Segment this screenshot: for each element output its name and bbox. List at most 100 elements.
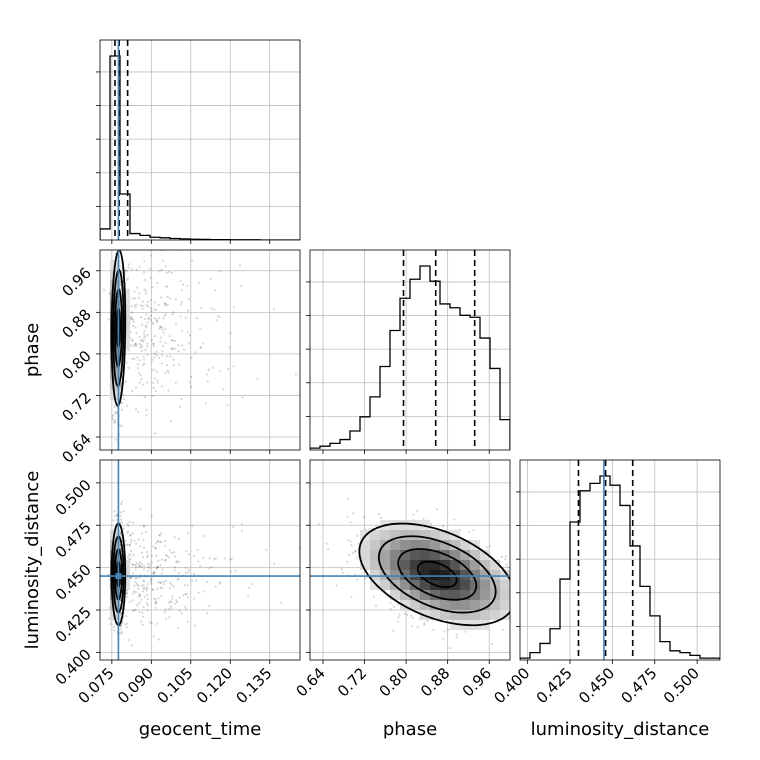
sample-point — [165, 271, 169, 274]
sample-point — [129, 600, 132, 603]
sample-point — [120, 408, 123, 411]
sample-point — [153, 377, 156, 380]
density-bin — [370, 530, 380, 540]
sample-point — [141, 300, 144, 303]
sample-point — [280, 601, 283, 604]
sample-point — [138, 602, 141, 605]
sample-point — [139, 508, 142, 511]
sample-point — [140, 598, 143, 601]
panel-phase — [306, 249, 511, 454]
sample-point — [131, 318, 134, 321]
sample-point — [167, 556, 170, 559]
sample-point — [411, 625, 414, 628]
sample-point — [170, 583, 173, 586]
sample-point — [247, 595, 250, 598]
sample-point — [131, 317, 134, 320]
sample-point — [119, 385, 122, 388]
sample-point — [398, 613, 401, 616]
density-bin — [430, 560, 440, 570]
sample-point — [211, 366, 215, 369]
sample-point — [108, 606, 111, 609]
sample-point — [142, 383, 145, 386]
sample-point — [150, 622, 153, 625]
sample-point — [409, 614, 412, 617]
sample-point — [146, 587, 149, 590]
panel-content — [310, 483, 515, 650]
sample-point — [156, 379, 159, 382]
sample-point — [169, 581, 172, 585]
sample-point — [133, 539, 136, 542]
sample-point — [127, 277, 130, 280]
sample-point — [356, 556, 359, 559]
sample-point — [145, 289, 148, 292]
sample-point — [182, 594, 185, 597]
sample-point — [166, 369, 169, 372]
sample-point — [341, 571, 345, 574]
sample-point — [134, 568, 137, 571]
sample-point — [389, 601, 392, 604]
sample-point — [175, 601, 178, 604]
sample-point — [127, 524, 130, 528]
sample-point — [411, 616, 414, 620]
sample-point — [120, 247, 122, 249]
sample-point — [170, 339, 173, 342]
sample-point — [212, 308, 216, 311]
panel-background — [100, 250, 300, 450]
density-bin — [480, 590, 490, 600]
sample-point — [149, 318, 152, 322]
x-axis-label-geocent_time: geocent_time — [139, 719, 262, 740]
sample-point — [187, 309, 190, 312]
y-tick-label: 0.475 — [52, 518, 95, 561]
sample-point — [136, 577, 139, 580]
sample-point — [127, 266, 130, 269]
sample-point — [154, 542, 157, 545]
sample-point — [160, 336, 163, 339]
density-bin — [410, 560, 420, 570]
sample-point — [125, 361, 128, 364]
density-bin — [470, 580, 480, 590]
sample-point — [167, 389, 170, 392]
density-bin — [420, 590, 430, 600]
sample-point — [157, 540, 160, 543]
sample-point — [175, 561, 178, 564]
sample-point — [209, 277, 212, 280]
sample-point — [455, 636, 459, 639]
sample-point — [142, 568, 145, 571]
density-bin — [470, 610, 480, 620]
density-bin — [400, 550, 410, 560]
sample-point — [138, 335, 141, 338]
sample-point — [139, 316, 143, 319]
sample-point — [513, 590, 515, 592]
sample-point — [192, 572, 195, 576]
sample-point — [193, 597, 196, 600]
density-bin — [390, 540, 400, 550]
density-bin — [470, 590, 480, 600]
density-bin — [480, 600, 490, 610]
density-bin — [370, 580, 380, 590]
sample-point — [130, 305, 133, 308]
sample-point — [165, 617, 168, 620]
sample-point — [214, 585, 217, 588]
sample-point — [346, 560, 349, 564]
sample-point — [145, 602, 148, 605]
sample-point — [146, 593, 149, 597]
sample-point — [166, 303, 169, 306]
sample-point — [455, 633, 458, 636]
sample-point — [191, 579, 194, 582]
sample-point — [130, 644, 134, 647]
sample-point — [134, 343, 137, 346]
sample-point — [159, 586, 162, 590]
sample-point — [144, 335, 147, 338]
density-bin — [500, 590, 510, 600]
sample-point — [120, 632, 124, 635]
sample-point — [161, 558, 164, 561]
density-bin — [450, 600, 460, 610]
sample-point — [149, 276, 152, 279]
sample-point — [389, 607, 392, 611]
sample-point — [432, 629, 435, 632]
sample-point — [151, 358, 154, 361]
sample-point — [195, 317, 198, 320]
sample-point — [135, 268, 138, 271]
density-bin — [360, 550, 370, 560]
sample-point — [124, 614, 128, 618]
